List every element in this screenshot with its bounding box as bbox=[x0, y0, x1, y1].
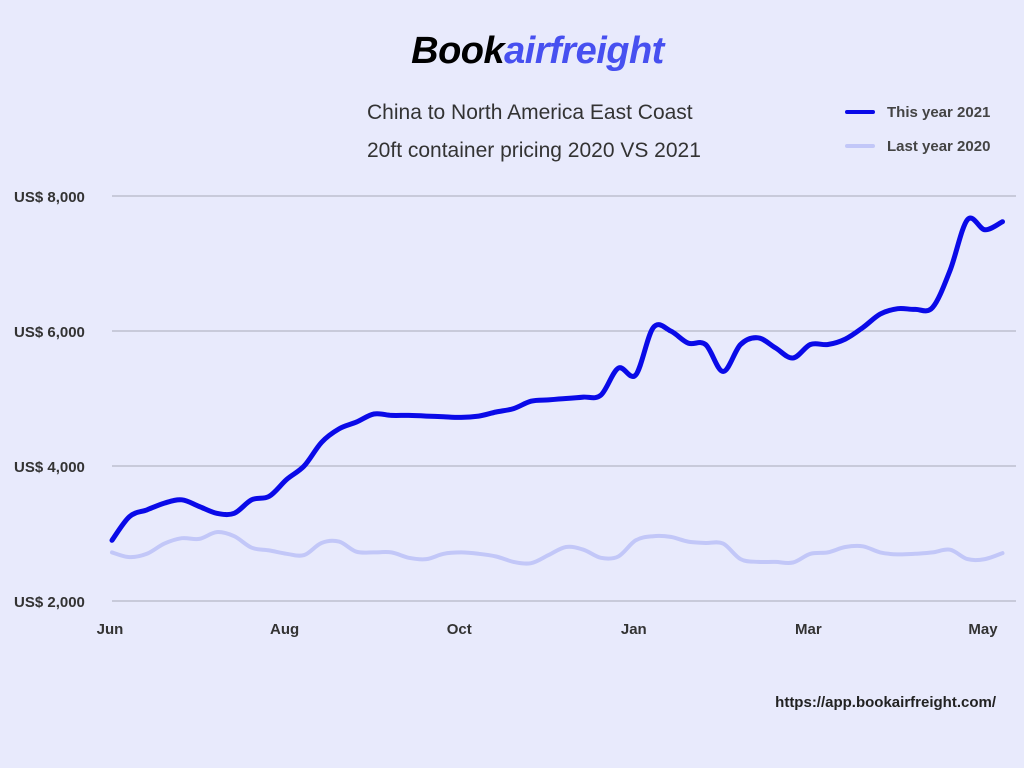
series-line-2021 bbox=[109, 215, 1005, 543]
x-tick-label-may: May bbox=[968, 621, 998, 638]
brand-logo: Bookairfreight bbox=[0, 30, 1024, 73]
logo-part-airfreight: airfreight bbox=[504, 30, 664, 72]
y-tick-label-6000: US$ 6,000 bbox=[14, 324, 85, 341]
chart-subtitle: 20ft container pricing 2020 VS 2021 bbox=[367, 139, 701, 162]
source-url: https://app.bookairfreight.com/ bbox=[775, 694, 996, 711]
legend-swatch-2021 bbox=[845, 110, 875, 114]
legend-swatch-2020 bbox=[845, 144, 875, 148]
y-tick-label-4000: US$ 4,000 bbox=[14, 459, 85, 476]
logo-part-book: Book bbox=[411, 30, 505, 72]
legend-label-2020: Last year 2020 bbox=[887, 137, 991, 155]
x-tick-label-aug: Aug bbox=[270, 621, 299, 638]
legend-label-2021: This year 2021 bbox=[887, 103, 991, 121]
y-tick-label-8000: US$ 8,000 bbox=[14, 189, 85, 206]
series-line-2020 bbox=[110, 530, 1005, 566]
y-tick-label-2000: US$ 2,000 bbox=[14, 594, 85, 611]
x-tick-label-mar: Mar bbox=[795, 621, 822, 638]
legend-item-2021: This year 2021 bbox=[845, 100, 990, 124]
x-tick-label-oct: Oct bbox=[447, 621, 472, 638]
chart-title: China to North America East Coast bbox=[367, 101, 693, 124]
x-tick-label-jan: Jan bbox=[621, 621, 647, 638]
legend-item-2020: Last year 2020 bbox=[845, 134, 990, 158]
x-tick-label-jun: Jun bbox=[97, 621, 124, 638]
